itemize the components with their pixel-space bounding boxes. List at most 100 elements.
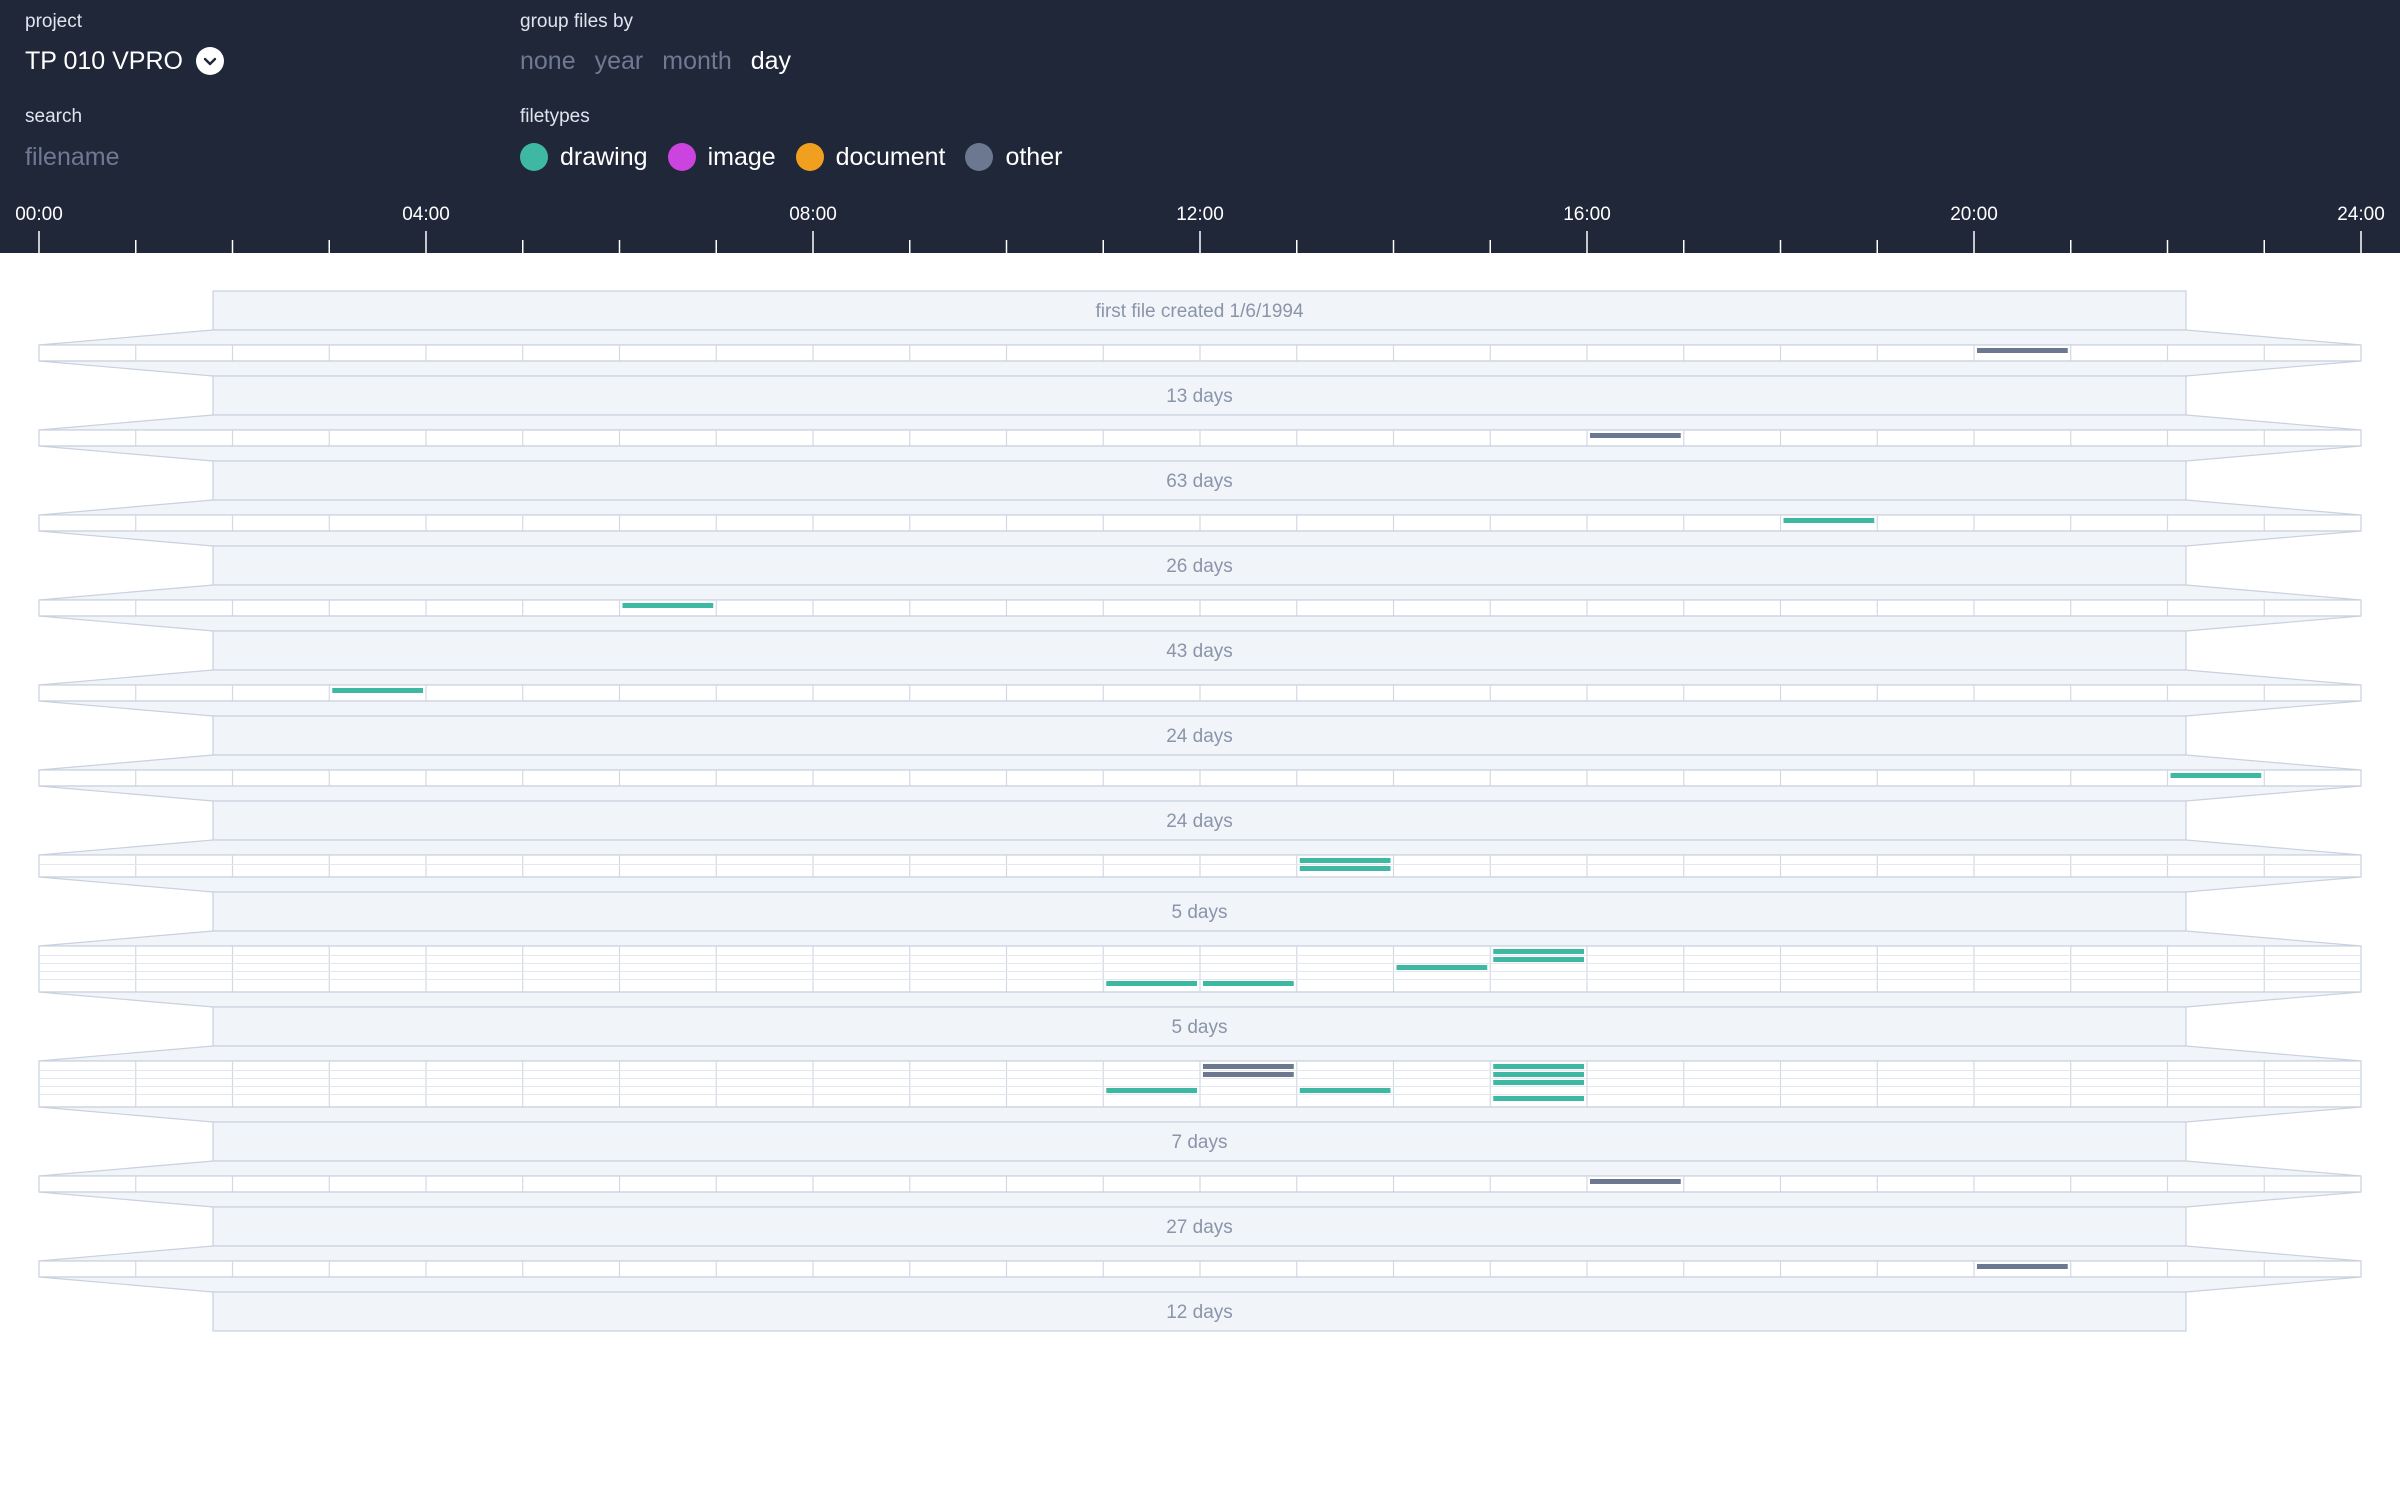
filetype-filters: drawing image document other (520, 140, 1082, 174)
file-mark-drawing[interactable] (1493, 1064, 1584, 1069)
gap-label-band (212, 545, 2187, 586)
gap-connector (38, 584, 2362, 601)
gap-connector (38, 530, 2362, 547)
file-mark-drawing[interactable] (1106, 1088, 1197, 1093)
day-row (38, 599, 2362, 617)
file-mark-drawing[interactable] (1493, 1080, 1584, 1085)
gap-connector (38, 1045, 2362, 1062)
gap-connector (38, 991, 2362, 1008)
day-row (38, 945, 2362, 993)
file-mark-drawing[interactable] (1203, 981, 1294, 986)
gap-label-band (212, 891, 2187, 932)
gap-label: 27 days (1166, 1217, 1233, 1238)
time-axis: 00:00 04:00 08:00 12:00 16:00 20:00 24:00 (15, 204, 2385, 253)
gap-label-band (212, 460, 2187, 501)
file-mark-other[interactable] (1203, 1072, 1294, 1077)
project-label: project (25, 11, 83, 32)
gap-label-band (212, 1291, 2187, 1332)
filetype-name: document (835, 142, 946, 171)
day-row (38, 769, 2362, 787)
gap-connector (38, 785, 2362, 802)
gap-label: 24 days (1166, 726, 1233, 747)
gap-label: first file created 1/6/1994 (1095, 301, 1303, 322)
gap-connector (38, 930, 2362, 947)
gap-connector (38, 754, 2362, 771)
day-row (38, 514, 2362, 532)
gap-label: 63 days (1166, 471, 1233, 492)
day-row (38, 684, 2362, 702)
group-by-label: group files by (520, 11, 634, 32)
search-label: search (25, 106, 83, 127)
gap-connector (38, 445, 2362, 462)
gap-label: 12 days (1166, 1302, 1233, 1323)
gap-label-band (212, 1121, 2187, 1162)
controls-header: project TP 010 VPRO group files by none y… (0, 0, 2400, 253)
project-name: TP 010 VPRO (25, 46, 183, 75)
file-mark-drawing[interactable] (1783, 518, 1875, 523)
file-mark-drawing[interactable] (1299, 866, 1391, 871)
axis-label: 20:00 (1950, 204, 1998, 225)
filetype-dot-icon (667, 143, 696, 171)
gap-label: 5 days (1172, 1017, 1228, 1038)
group-by-option-day[interactable]: day (750, 46, 792, 75)
gap-label: 5 days (1172, 902, 1228, 923)
gap-connector (38, 329, 2362, 346)
gap-label-band (212, 1006, 2187, 1047)
gap-label: 24 days (1166, 811, 1233, 832)
filetypes-label: filetypes (520, 106, 590, 127)
axis-label: 24:00 (2337, 204, 2385, 225)
gap-label-band (212, 800, 2187, 841)
gap-label-band (212, 290, 2187, 331)
gap-connector (38, 1245, 2362, 1262)
axis-label: 04:00 (402, 204, 450, 225)
file-mark-drawing[interactable] (622, 603, 714, 608)
filetype-filter-image[interactable]: image (667, 142, 776, 172)
file-mark-drawing[interactable] (1493, 1072, 1584, 1077)
file-mark-drawing[interactable] (1493, 1096, 1584, 1101)
gap-connector (38, 700, 2362, 717)
file-mark-other[interactable] (1977, 348, 2068, 353)
gap-connector (38, 499, 2362, 516)
gap-label-band (212, 1206, 2187, 1247)
chevron-down-icon[interactable] (195, 47, 224, 75)
filetype-filter-drawing[interactable]: drawing (520, 143, 648, 172)
gap-connector (38, 1191, 2362, 1208)
file-mark-other[interactable] (1590, 1179, 1681, 1184)
gap-connector (38, 360, 2362, 377)
group-by-option-year[interactable]: year (594, 46, 644, 75)
file-mark-drawing[interactable] (1299, 1088, 1391, 1093)
gap-connector (38, 615, 2362, 632)
search-input[interactable] (25, 140, 445, 174)
file-mark-drawing[interactable] (1493, 949, 1584, 954)
file-mark-drawing[interactable] (1106, 981, 1197, 986)
gap-label: 13 days (1166, 386, 1233, 407)
gap-connector (38, 1276, 2362, 1293)
group-by-option-month[interactable]: month (662, 46, 732, 75)
file-mark-drawing[interactable] (332, 688, 423, 693)
file-mark-other[interactable] (1590, 433, 1681, 438)
project-selector[interactable]: TP 010 VPRO (25, 45, 224, 77)
gap-connector (38, 1160, 2362, 1177)
filetype-filter-document[interactable]: document (795, 142, 946, 172)
filetype-filter-other[interactable]: other (965, 143, 1062, 172)
file-mark-drawing[interactable] (1493, 957, 1584, 962)
file-mark-drawing[interactable] (2170, 773, 2262, 778)
gap-connector (38, 669, 2362, 686)
gap-label-band (212, 630, 2187, 671)
file-mark-drawing[interactable] (1396, 965, 1488, 970)
file-mark-other[interactable] (1203, 1064, 1294, 1069)
gap-label: 26 days (1166, 556, 1233, 577)
gap-label-band (212, 375, 2187, 416)
filetype-name: image (707, 142, 776, 171)
gap-label: 7 days (1172, 1132, 1228, 1153)
gap-label-band (212, 715, 2187, 756)
file-mark-drawing[interactable] (1299, 858, 1391, 863)
axis-label: 08:00 (789, 204, 837, 225)
day-row (38, 344, 2362, 362)
gap-connector (38, 876, 2362, 893)
day-row (38, 429, 2362, 447)
file-mark-other[interactable] (1977, 1264, 2068, 1269)
gap-connector (38, 414, 2362, 431)
day-timeline: first file created 1/6/1994 13 days 63 day… (38, 290, 2362, 1332)
group-by-option-none[interactable]: none (520, 46, 576, 75)
